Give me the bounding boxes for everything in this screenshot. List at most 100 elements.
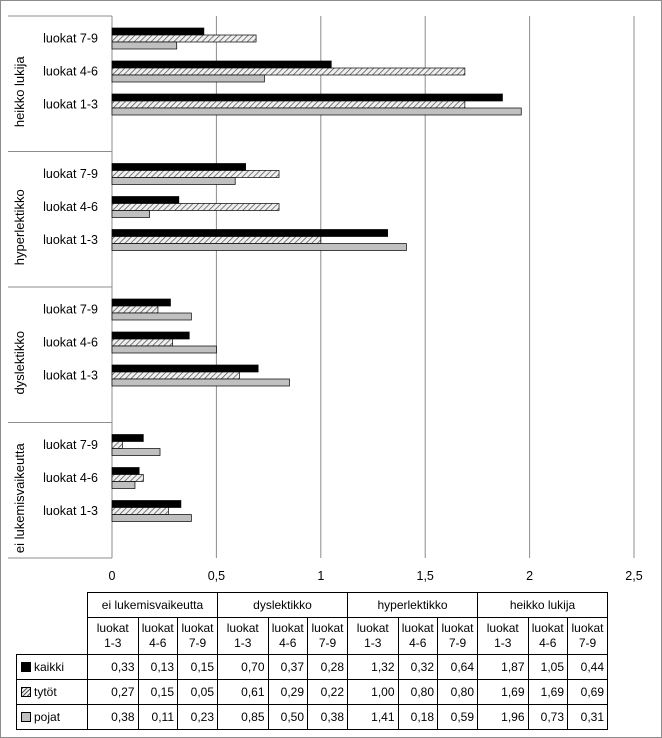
legend-tytöt: tytöt xyxy=(16,679,88,705)
bar-kaikki-2-1 xyxy=(111,196,180,204)
bar-pojat-2-0 xyxy=(111,243,407,251)
table-value: 0,18 xyxy=(397,704,438,730)
table-subheader: luokat 1-3 xyxy=(217,617,269,655)
bar-pojat-0-2 xyxy=(111,448,161,456)
table-group-header: hyperlektikko xyxy=(347,592,478,618)
bar-tytöt-3-1 xyxy=(111,67,466,76)
table-value: 0,27 xyxy=(87,679,139,705)
table-value: 0,69 xyxy=(567,679,608,705)
subcategory-label: luokat 4-6 xyxy=(43,471,98,485)
table-value: 0,29 xyxy=(267,679,308,705)
table-value: 0,80 xyxy=(397,679,438,705)
bar-kaikki-3-0 xyxy=(111,93,503,102)
bar-pojat-2-1 xyxy=(111,210,150,218)
table-value: 0,11 xyxy=(137,704,178,730)
table-value: 0,70 xyxy=(217,654,269,680)
legend-swatch xyxy=(21,662,31,672)
table-subheader: luokat 4-6 xyxy=(527,617,568,655)
x-tick-label: 2 xyxy=(526,569,533,583)
bar-pojat-0-1 xyxy=(111,481,136,489)
bar-tytöt-1-2 xyxy=(111,305,159,314)
legend-swatch xyxy=(21,712,31,722)
x-tick-labels: 0 0,5 1 1,5 2 2,5 xyxy=(109,569,643,583)
table-value: 1,05 xyxy=(527,654,568,680)
bar-pojat-2-2 xyxy=(111,177,236,185)
bar-tytöt-0-0 xyxy=(111,507,169,515)
bar-tytöt-2-2 xyxy=(111,170,280,178)
subcategory-label: luokat 1-3 xyxy=(43,504,98,518)
bar-pojat-3-0 xyxy=(111,107,522,116)
bar-pojat-3-1 xyxy=(111,74,265,83)
table-subheader: luokat 7-9 xyxy=(567,617,608,655)
table-value: 0,80 xyxy=(437,679,478,705)
bar-pojat-3-2 xyxy=(111,41,178,50)
bar-kaikki-1-0 xyxy=(111,364,259,373)
x-tick-label: 1,5 xyxy=(417,569,434,583)
table-value: 0,73 xyxy=(527,704,568,730)
x-tick-label: 2,5 xyxy=(625,569,642,583)
subcategory-label: luokat 1-3 xyxy=(43,98,98,112)
table-subheader: luokat 7-9 xyxy=(307,617,348,655)
table-subheader: luokat 1-3 xyxy=(477,617,529,655)
bar-kaikki-0-2 xyxy=(111,434,144,442)
table-value: 0,38 xyxy=(307,704,348,730)
table-value: 0,50 xyxy=(267,704,308,730)
category-axis: ei lukemisvaikeutta luokat 1-3 luokat 4-6 l… xyxy=(8,15,113,559)
bar-tytöt-3-0 xyxy=(111,100,466,109)
table-value: 1,69 xyxy=(477,679,529,705)
legend-pojat: pojat xyxy=(16,704,88,730)
bar-kaikki-2-0 xyxy=(111,229,388,237)
table-value: 1,96 xyxy=(477,704,529,730)
subcategory-label: luokat 4-6 xyxy=(43,200,98,214)
legend-swatch xyxy=(21,687,31,697)
table-value: 0,59 xyxy=(437,704,478,730)
table-subheader: luokat 7-9 xyxy=(177,617,218,655)
table-corner xyxy=(17,593,88,618)
group-label: dyslektikko xyxy=(12,331,27,395)
subcategory-label: luokat 7-9 xyxy=(43,32,98,46)
bar-tytöt-1-1 xyxy=(111,338,173,347)
group-label: hyperlektikko xyxy=(12,189,27,265)
bar-kaikki-0-0 xyxy=(111,500,182,508)
table-value: 1,87 xyxy=(477,654,529,680)
table-value: 0,15 xyxy=(137,679,178,705)
table-value: 0,38 xyxy=(87,704,139,730)
table-value: 0,13 xyxy=(137,654,178,680)
table-group-header: dyslektikko xyxy=(217,592,348,618)
subcategory-label: luokat 7-9 xyxy=(43,438,98,452)
subcategory-label: luokat 4-6 xyxy=(43,65,98,79)
bar-kaikki-2-2 xyxy=(111,163,246,171)
table-value: 1,69 xyxy=(527,679,568,705)
table-value: 1,41 xyxy=(347,704,399,730)
table-value: 1,00 xyxy=(347,679,399,705)
table-value: 0,15 xyxy=(177,654,218,680)
bar-kaikki-0-1 xyxy=(111,467,140,475)
bar-pojat-1-1 xyxy=(111,345,217,354)
table-group-header: heikko lukija xyxy=(477,592,608,618)
bar-tytöt-0-2 xyxy=(111,441,123,449)
bar-tytöt-0-1 xyxy=(111,474,144,482)
table-value: 0,32 xyxy=(397,654,438,680)
x-tick-label: 0,5 xyxy=(208,569,225,583)
table-value: 0,23 xyxy=(177,704,218,730)
table-value: 0,85 xyxy=(217,704,269,730)
subcategory-label: luokat 7-9 xyxy=(43,167,98,181)
bar-kaikki-1-1 xyxy=(111,331,190,340)
table-value: 0,61 xyxy=(217,679,269,705)
table-subheader: luokat 1-3 xyxy=(87,617,139,655)
table-value: 0,37 xyxy=(267,654,308,680)
table-value: 0,44 xyxy=(567,654,608,680)
x-tick-label: 0 xyxy=(109,569,116,583)
bar-tytöt-1-0 xyxy=(111,371,240,380)
group-label: ei lukemisvaikeutta xyxy=(12,443,27,554)
legend-kaikki: kaikki xyxy=(16,654,88,680)
subcategory-label: luokat 7-9 xyxy=(43,303,98,317)
table-subheader: luokat 7-9 xyxy=(437,617,478,655)
x-tick-label: 1 xyxy=(317,569,324,583)
table-corner xyxy=(17,618,88,655)
subcategory-label: luokat 1-3 xyxy=(43,233,98,247)
table-subheader: luokat 4-6 xyxy=(267,617,308,655)
table-subheader: luokat 1-3 xyxy=(347,617,399,655)
bar-tytöt-2-0 xyxy=(111,236,322,244)
